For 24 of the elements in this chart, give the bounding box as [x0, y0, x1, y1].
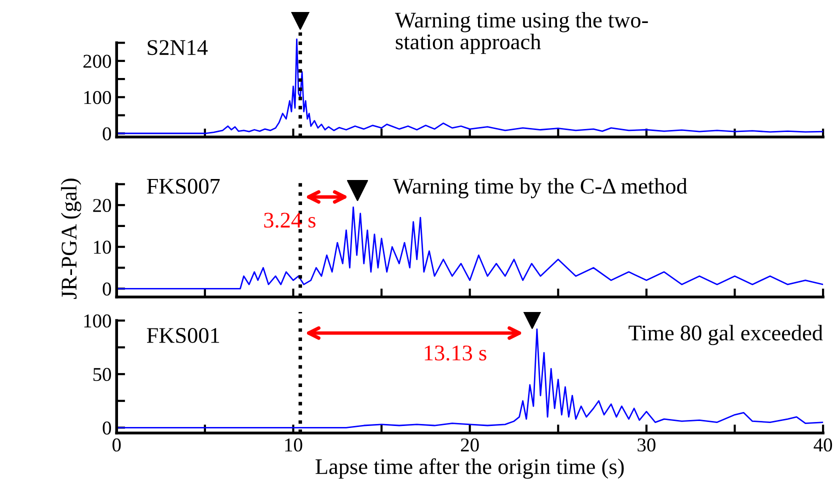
annotation: FKS001	[146, 328, 220, 343]
y-tick-label: 20	[93, 198, 112, 212]
y-tick-label: 10	[94, 240, 112, 254]
annotation: Warning time by the C-Δ method	[392, 178, 688, 198]
y-tick-label: 50	[93, 368, 112, 382]
y-tick-label: 200	[83, 54, 112, 68]
annotation: 13.13 s	[424, 346, 486, 361]
x-tick-label: 30	[638, 438, 656, 452]
y-tick-label: 100	[84, 314, 112, 328]
y-tick-label: 0	[102, 127, 112, 140]
x-tick-label: 40	[814, 438, 832, 452]
y-tick-label: 100	[84, 90, 112, 104]
annotation: S2N14	[148, 40, 208, 56]
x-tick-label: 20	[460, 438, 479, 452]
x-tick-label: 0	[112, 438, 121, 452]
annotation: 3.24 s	[264, 212, 316, 228]
annotation: FKS007	[146, 178, 220, 194]
x-tick-label: 10	[285, 438, 302, 452]
y-axis-title: JR-PGA (gal)	[60, 178, 82, 299]
x-axis-title: Lapse time after the origin time (s)	[316, 458, 624, 479]
y-tick-label: 0	[102, 421, 112, 435]
annotation: Time 80 gal exceeded	[628, 324, 823, 346]
y-tick-label: 0	[102, 282, 112, 296]
annotation: Warning time using the two- station approach	[394, 12, 648, 54]
